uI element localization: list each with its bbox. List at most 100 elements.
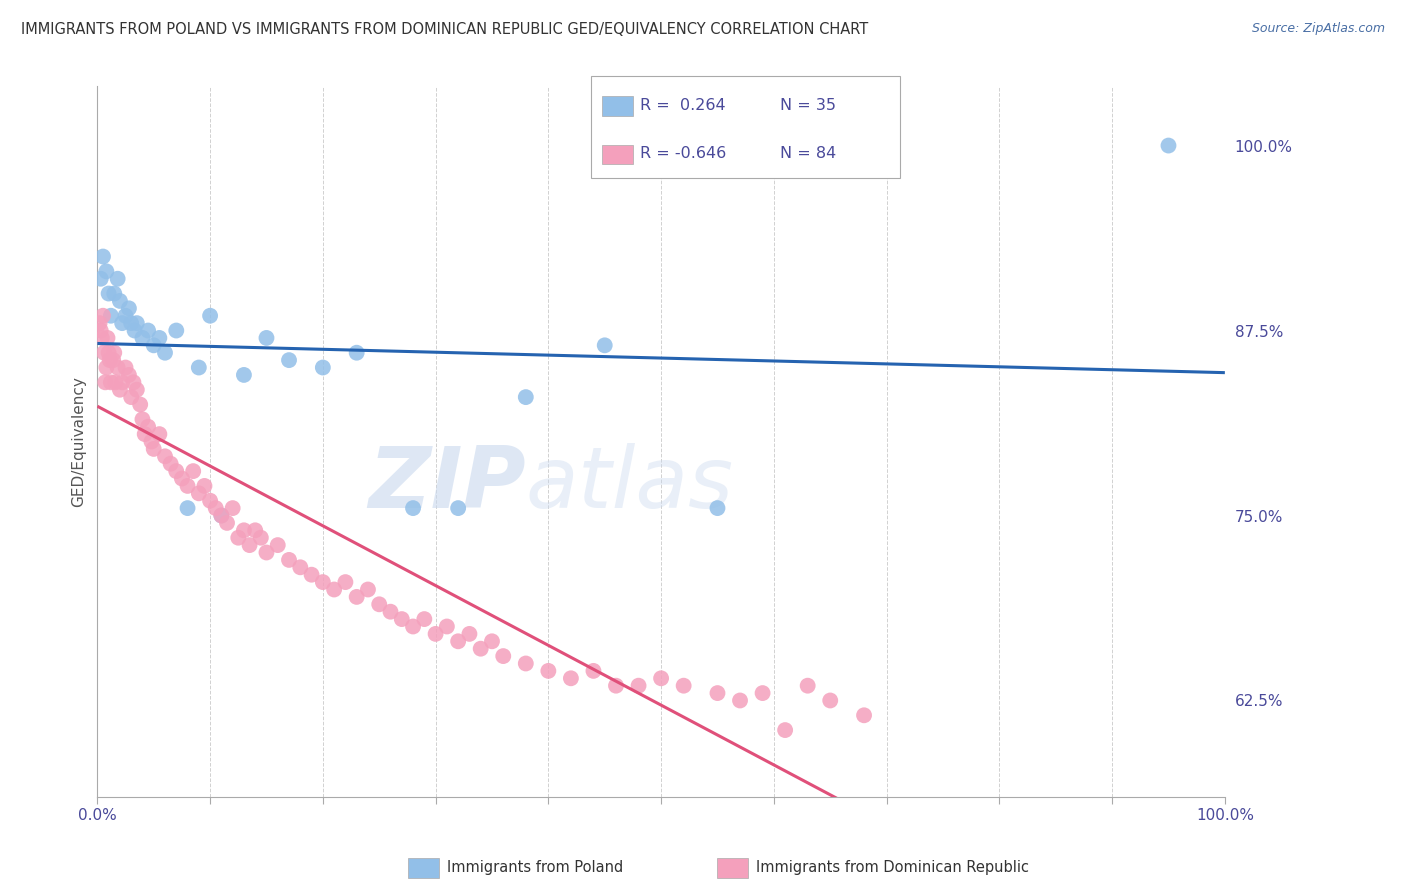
Point xyxy=(148,331,170,345)
Point xyxy=(118,301,141,316)
Point xyxy=(853,708,876,723)
Point xyxy=(245,524,267,538)
Point xyxy=(773,723,796,737)
Point xyxy=(118,368,141,382)
Text: Immigrants from Poland: Immigrants from Poland xyxy=(447,860,623,874)
Point xyxy=(153,450,176,464)
Point xyxy=(672,679,695,693)
Point xyxy=(96,360,118,375)
Text: IMMIGRANTS FROM POLAND VS IMMIGRANTS FROM DOMINICAN REPUBLIC GED/EQUIVALENCY COR: IMMIGRANTS FROM POLAND VS IMMIGRANTS FRO… xyxy=(21,22,869,37)
Point xyxy=(232,524,254,538)
Point xyxy=(97,345,120,359)
Point xyxy=(107,271,129,285)
Point xyxy=(165,324,187,338)
Point xyxy=(103,286,125,301)
Point xyxy=(148,427,170,442)
Point xyxy=(131,412,153,426)
Point xyxy=(198,309,221,323)
Point xyxy=(90,324,112,338)
Point xyxy=(103,345,125,359)
Point xyxy=(89,316,111,330)
Point xyxy=(458,627,481,641)
Y-axis label: GED/Equivalency: GED/Equivalency xyxy=(72,376,86,507)
Point xyxy=(125,316,148,330)
Point xyxy=(301,567,323,582)
Point xyxy=(232,368,254,382)
Point xyxy=(278,553,301,567)
Point xyxy=(181,464,204,478)
Point xyxy=(402,619,425,633)
Point xyxy=(91,309,114,323)
Point xyxy=(402,501,425,516)
Text: atlas: atlas xyxy=(526,442,734,525)
Point xyxy=(209,508,232,523)
Point xyxy=(278,353,301,368)
Point xyxy=(323,582,346,597)
Point xyxy=(90,271,112,285)
Point xyxy=(176,501,198,516)
Point xyxy=(470,641,492,656)
Point xyxy=(215,516,238,530)
Text: N = 84: N = 84 xyxy=(780,146,837,161)
Point xyxy=(481,634,503,648)
Point xyxy=(650,671,672,685)
Point xyxy=(107,360,129,375)
Point xyxy=(250,531,273,545)
Point xyxy=(582,664,605,678)
Point xyxy=(198,493,221,508)
Point xyxy=(159,457,181,471)
Point xyxy=(114,309,136,323)
Point xyxy=(111,316,134,330)
Point xyxy=(96,331,118,345)
Point xyxy=(142,442,165,456)
Point xyxy=(380,605,402,619)
Point xyxy=(728,693,751,707)
Point xyxy=(153,345,176,359)
Point xyxy=(96,264,118,278)
Point xyxy=(170,471,193,485)
Point xyxy=(515,657,537,671)
Point xyxy=(125,383,148,397)
Point xyxy=(122,376,145,390)
Point xyxy=(120,390,142,404)
Point xyxy=(238,538,260,552)
Point xyxy=(706,501,728,516)
Point xyxy=(335,575,357,590)
Point xyxy=(818,693,841,707)
Point xyxy=(187,486,209,500)
Point xyxy=(120,316,142,330)
Point xyxy=(312,360,335,375)
Point xyxy=(425,627,447,641)
Point xyxy=(104,376,127,390)
Point xyxy=(94,376,117,390)
Point xyxy=(1157,138,1180,153)
Point xyxy=(357,582,380,597)
Point xyxy=(796,679,818,693)
Point xyxy=(136,324,159,338)
Point xyxy=(447,501,470,516)
Point xyxy=(312,575,335,590)
Point xyxy=(492,649,515,664)
Point xyxy=(90,331,112,345)
Point xyxy=(101,353,124,368)
Text: R =  0.264: R = 0.264 xyxy=(640,98,725,112)
Point xyxy=(751,686,773,700)
Point xyxy=(256,545,278,559)
Point xyxy=(346,590,368,604)
Text: Immigrants from Dominican Republic: Immigrants from Dominican Republic xyxy=(756,860,1029,874)
Point xyxy=(204,501,226,516)
Point xyxy=(560,671,582,685)
Point xyxy=(100,309,122,323)
Text: Source: ZipAtlas.com: Source: ZipAtlas.com xyxy=(1251,22,1385,36)
Point xyxy=(209,508,232,523)
Point xyxy=(97,286,120,301)
Text: N = 35: N = 35 xyxy=(780,98,837,112)
Point xyxy=(413,612,436,626)
Point xyxy=(447,634,470,648)
Point xyxy=(131,331,153,345)
Point xyxy=(124,324,146,338)
Point xyxy=(368,597,391,611)
Text: ZIP: ZIP xyxy=(368,442,526,525)
Point xyxy=(141,434,163,449)
Point xyxy=(537,664,560,678)
